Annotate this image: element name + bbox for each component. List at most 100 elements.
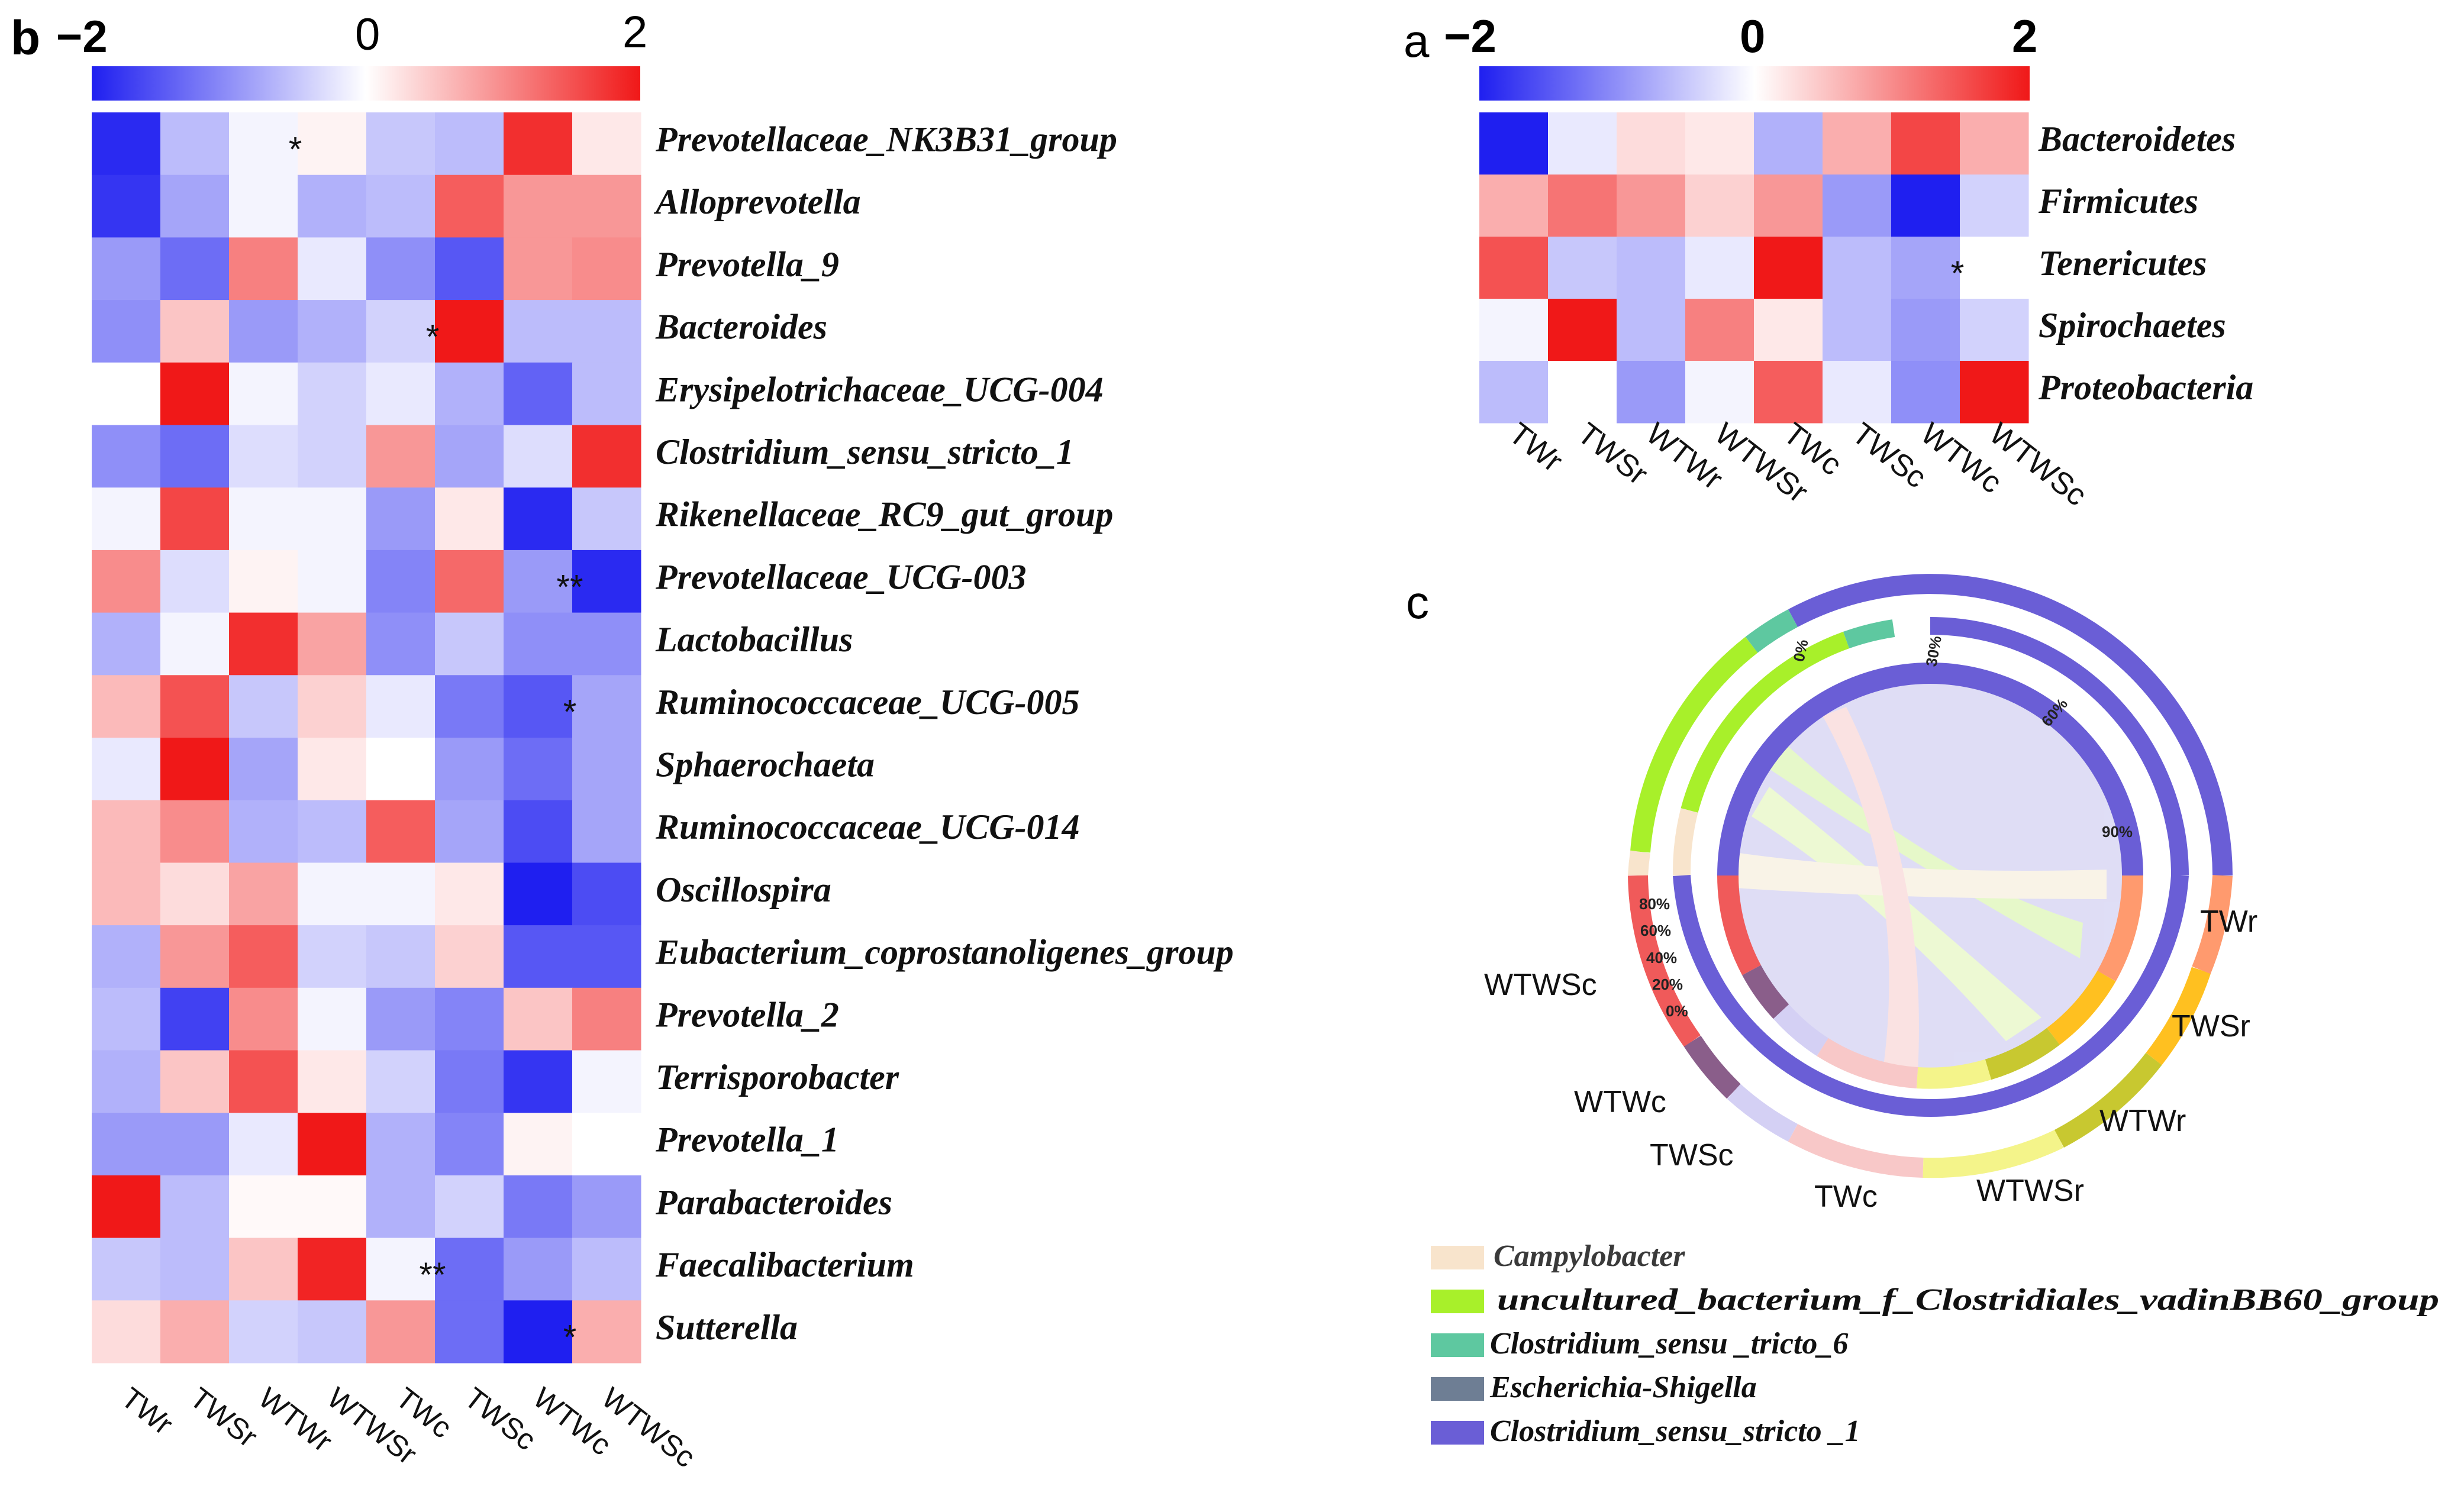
significance-mark: * [563,1319,577,1357]
heatmap-cell-b-Prevotella_9-WTWr [229,237,298,301]
heatmap-cell-a-Firmicutes-TWSr [1548,175,1617,237]
row-label-b: Prevotella_1 [655,1120,839,1159]
row-label-a: Tenericutes [2039,244,2207,283]
heatmap-cell-b-Lactobacillus-WTWc [504,612,573,676]
heatmap-cell-b-Parabacteroides-TWc [366,1175,436,1239]
inner-ring-WTWSc-red [1717,875,1762,975]
heatmap-cell-b-Oscillospira-TWSc [435,862,504,926]
heatmap-cell-a-Tenericutes-WTWr [1617,237,1686,299]
heatmap-cell-a-Proteobacteria-WTWSr [1685,361,1754,424]
heatmap-cell-b-Alloprevotella-WTWSr [298,175,367,238]
heatmap-cell-b-Prevotella_9-TWSr [160,237,230,301]
inner-ring-WTWSc [1717,663,1931,876]
circos-chords [1720,665,2140,1085]
heatmap-cell-a-Bacteroidetes-TWSr [1548,112,1617,175]
heatmap-cell-b-Prevotella_1-TWr [92,1113,161,1176]
heatmap-cell-b-Prevotella_2-WTWc [504,987,573,1051]
heatmap-cell-b-Rikenellaceae_RC9_gut_group-WTWc [504,487,573,551]
outer-ring-yellow [1923,1129,2064,1178]
heatmap-cell-b-Parabacteroides-TWSc [435,1175,504,1239]
row-label-b: Bacteroides [655,308,827,347]
heatmap-cell-a-Firmicutes-TWc [1754,175,1823,237]
heatmap-cell-b-Ruminococcaceae_UCG-005-WTWSc [572,675,641,738]
heatmap-cell-b-Alloprevotella-TWr [92,175,161,238]
heatmap-cell-b-Sphaerochaeta-WTWr [229,738,298,801]
row-label-b: Ruminococcaceae_UCG-014 [655,807,1080,847]
panel-b-scale-bar [92,66,640,101]
column-label-b: WTWc [527,1381,618,1462]
heatmap-cell-a-Firmicutes-WTWSc [1960,175,2029,237]
outer-ring-green [1630,637,1758,853]
heatmap-cell-b-Eubacterium_coprostanoligenes_group-TWSr [160,925,230,988]
heatmap-cell-b-Prevotella_9-TWc [366,237,436,301]
heatmap-cell-b-Prevotellaceae_UCG-003-WTWSc [572,550,641,613]
heatmap-cell-a-Firmicutes-TWSc [1823,175,1892,237]
legend-label-clostridium1: Clostridium_sensu_stricto _1 [1490,1414,1860,1448]
heatmap-cell-b-Eubacterium_coprostanoligenes_group-TWSc [435,925,504,988]
heatmap-cell-b-Prevotella_9-WTWSc [572,237,641,301]
heatmap-cell-b-Rikenellaceae_RC9_gut_group-WTWSr [298,487,367,551]
heatmap-cell-b-Erysipelotrichaceae_UCG-004-TWSc [435,362,504,425]
heatmap-cell-a-Spirochaetes-TWc [1754,299,1823,361]
legend-swatch-vadinbb60 [1431,1290,1484,1313]
heatmap-cell-b-Ruminococcaceae_UCG-005-TWr [92,675,161,738]
row-label-b: Sutterella [656,1308,798,1347]
heatmap-cell-b-Rikenellaceae_RC9_gut_group-TWr [92,487,161,551]
tick-label-left-0: 0% [1666,1002,1688,1020]
heatmap-cell-b-Faecalibacterium-TWc [366,1238,436,1301]
row-label-b: Prevotella_9 [655,245,839,284]
heatmap-cell-b-Prevotellaceae_NK3B31_group-WTWc [504,112,573,176]
heatmap-cell-b-Alloprevotella-TWSc [435,175,504,238]
heatmap-cell-b-Sutterella-TWSc [435,1300,504,1364]
circos-label-WTWSr: WTWSr [1976,1174,2084,1208]
row-label-b: Eubacterium_coprostanoligenes_group [655,933,1234,972]
panel-b-scale-max: 2 [623,7,647,57]
heatmap-cell-b-Prevotellaceae_NK3B31_group-TWSc [435,112,504,176]
column-label-b: TWSc [459,1381,543,1457]
circos-inner-ring [1717,663,2144,1089]
heatmap-cell-b-Rikenellaceae_RC9_gut_group-WTWSc [572,487,641,551]
heatmap-cell-a-Spirochaetes-TWSr [1548,299,1617,361]
heatmap-cell-b-Alloprevotella-TWSr [160,175,230,238]
heatmap-cell-b-Clostridium_sensu_stricto_1-WTWSr [298,425,367,488]
panel-a-heatmap: Bacteroidetes Firmicutes Tenericutes Spiroc… [1479,112,2253,513]
legend-item: Clostridium_sensu_stricto _1 [1431,1414,1860,1448]
heatmap-cell-b-Sphaerochaeta-TWSc [435,738,504,801]
heatmap-cell-b-Ruminococcaceae_UCG-014-TWSr [160,800,230,863]
heatmap-cell-b-Bacteroides-WTWr [229,300,298,363]
heatmap-cell-b-Oscillospira-WTWc [504,862,573,926]
heatmap-cell-a-Bacteroidetes-TWr [1479,112,1549,175]
heatmap-cell-b-Faecalibacterium-WTWc [504,1238,573,1301]
heatmap-cell-a-Firmicutes-WTWc [1891,175,1960,237]
heatmap-cell-b-Prevotella_2-WTWr [229,987,298,1051]
panel-a-scale-bar [1479,66,2030,101]
heatmap-cell-b-Oscillospira-WTWSc [572,862,641,926]
tick-label-left-80: 80% [1639,895,1670,913]
row-label-a: Bacteroidetes [2038,119,2236,159]
heatmap-cell-b-Rikenellaceae_RC9_gut_group-TWc [366,487,436,551]
heatmap-cell-b-Faecalibacterium-WTWSc [572,1238,641,1301]
heatmap-cell-b-Lactobacillus-TWSc [435,612,504,676]
heatmap-cell-a-Bacteroidetes-WTWr [1617,112,1686,175]
heatmap-cell-b-Ruminococcaceae_UCG-005-WTWc [504,675,573,738]
row-label-a: Firmicutes [2038,182,2198,221]
heatmap-cell-b-Sutterella-TWr [92,1300,161,1364]
inner-ring-upper [1930,663,2143,876]
outer-ring-teal [1745,609,1798,653]
outer-ring-plum [1683,1035,1741,1099]
heatmap-cell-b-Rikenellaceae_RC9_gut_group-TWSr [160,487,230,551]
column-label-b: TWSr [184,1381,264,1454]
heatmap-cell-b-Alloprevotella-WTWr [229,175,298,238]
heatmap-cell-b-Ruminococcaceae_UCG-014-TWSc [435,800,504,863]
heatmap-cell-b-Bacteroides-TWSr [160,300,230,363]
chord-green-1 [1769,745,2083,958]
heatmap-cell-b-Sutterella-WTWSc [572,1300,641,1364]
heatmap-cell-b-Clostridium_sensu_stricto_1-TWSr [160,425,230,488]
heatmap-cell-b-Lactobacillus-TWc [366,612,436,676]
heatmap-cell-b-Prevotellaceae_UCG-003-WTWc [504,550,573,613]
legend-swatch-escherichia [1431,1377,1484,1401]
heatmap-cell-b-Prevotella_2-TWSr [160,987,230,1051]
heatmap-cell-b-Prevotellaceae_NK3B31_group-WTWSr [298,112,367,176]
heatmap-cell-b-Bacteroides-WTWSr [298,300,367,363]
heatmap-cell-b-Prevotellaceae_NK3B31_group-WTWr [229,112,298,176]
